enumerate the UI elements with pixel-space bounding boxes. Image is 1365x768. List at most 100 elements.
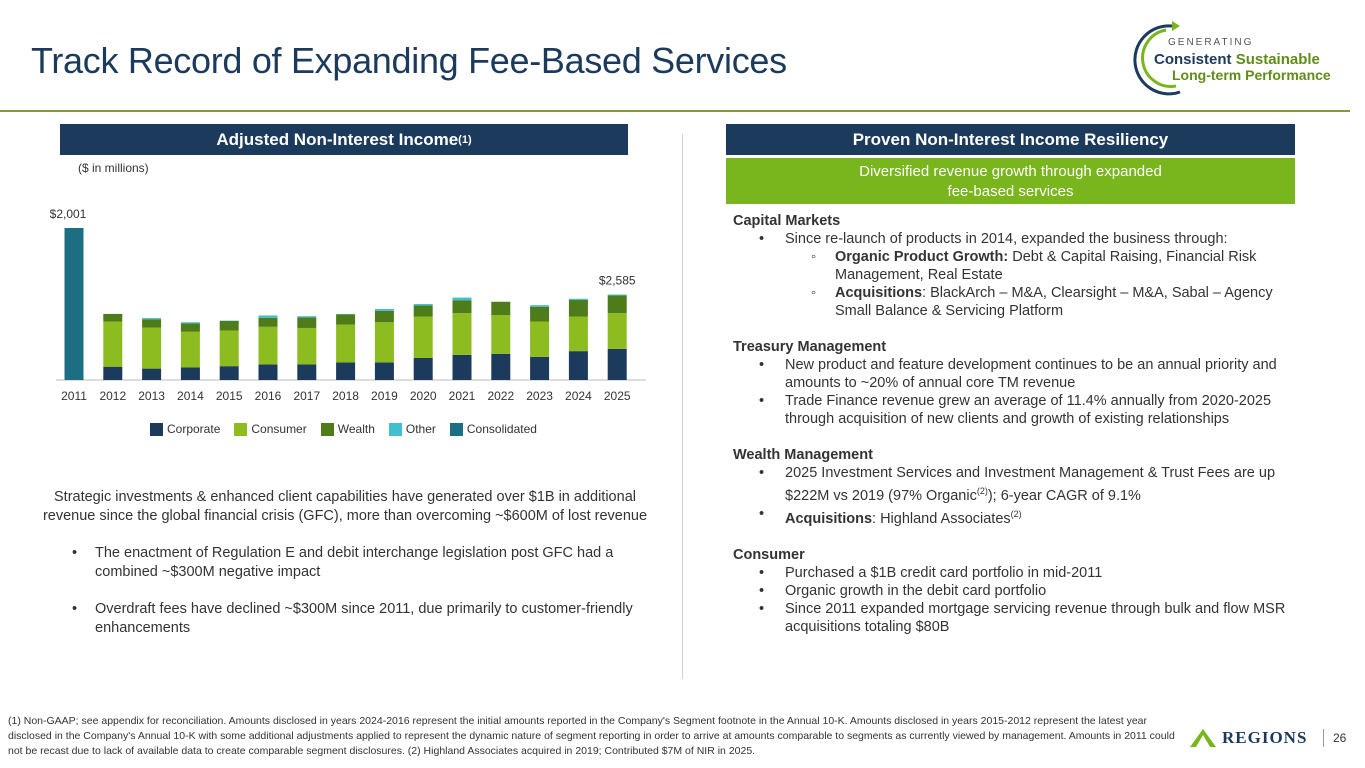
bar-corporate-2024 bbox=[568, 351, 588, 380]
legend-item-wealth: Wealth bbox=[320, 422, 375, 436]
bar-corporate-2018 bbox=[336, 362, 356, 380]
regions-logo: REGIONS bbox=[1190, 728, 1325, 748]
x-tick-label: 2012 bbox=[99, 389, 126, 403]
bar-consolidated-2011 bbox=[64, 228, 84, 380]
logo-line2: Long-term Performance bbox=[1172, 67, 1331, 83]
bar-other-2025 bbox=[607, 294, 627, 296]
legend-label: Consolidated bbox=[466, 422, 537, 436]
right-banner: Proven Non-Interest Income Resiliency bbox=[726, 124, 1295, 155]
x-tick-label: 2023 bbox=[526, 389, 553, 403]
bar-wealth-2018 bbox=[336, 314, 356, 325]
legend-label: Consumer bbox=[251, 422, 307, 436]
x-tick-label: 2011 bbox=[61, 389, 87, 403]
logo-line1: Consistent Sustainable bbox=[1154, 51, 1320, 68]
bar-corporate-2016 bbox=[258, 364, 278, 380]
legend-label: Other bbox=[405, 422, 436, 436]
bar-other-2019 bbox=[374, 308, 394, 311]
bar-wealth-2023 bbox=[530, 306, 550, 322]
bar-wealth-2013 bbox=[142, 319, 162, 328]
stacked-bar-chart: 2011 $2,001 2012 2013 2014 2015 2016 2017 2018 20… bbox=[50, 207, 646, 403]
x-tick-label: 2024 bbox=[565, 389, 592, 403]
consumer-section: Consumer Purchased a $1B credit card por… bbox=[733, 546, 1293, 636]
bar-other-2014 bbox=[180, 322, 200, 324]
triangle-logo-icon bbox=[1190, 729, 1216, 747]
bar-consumer-2014 bbox=[180, 331, 200, 368]
legend-item-corporate: Corporate bbox=[150, 422, 220, 436]
footnote: (1) Non-GAAP; see appendix for reconcili… bbox=[8, 715, 1175, 757]
bar-consumer-2025 bbox=[607, 313, 627, 349]
bar-consumer-2017 bbox=[297, 327, 317, 365]
data-label: $2,585 bbox=[599, 274, 636, 288]
legend-swatch bbox=[320, 422, 334, 436]
bar-other-2017 bbox=[297, 316, 317, 318]
left-paragraph: Strategic investments & enhanced client … bbox=[42, 489, 648, 524]
bar-other-2023 bbox=[530, 305, 550, 307]
left-bullet: Overdraft fees have declined ~$300M sinc… bbox=[40, 600, 650, 638]
bar-consumer-2020 bbox=[413, 316, 433, 358]
x-tick-label: 2015 bbox=[216, 389, 243, 403]
x-tick-label: 2022 bbox=[487, 389, 514, 403]
circular-arrow-icon bbox=[1133, 21, 1181, 96]
bar-consumer-2016 bbox=[258, 326, 278, 365]
bar-wealth-2015 bbox=[219, 320, 239, 331]
bar-other-2024 bbox=[568, 298, 588, 300]
bar-consumer-2021 bbox=[452, 313, 472, 355]
right-commentary: Capital Markets Since re-launch of produ… bbox=[733, 212, 1293, 654]
title-divider bbox=[0, 110, 1350, 112]
bar-corporate-2022 bbox=[491, 353, 511, 380]
bar-corporate-2021 bbox=[452, 354, 472, 380]
x-tick-label: 2021 bbox=[449, 389, 476, 403]
data-label: $2,001 bbox=[50, 207, 87, 221]
bar-corporate-2012 bbox=[103, 366, 123, 380]
bar-corporate-2017 bbox=[297, 364, 317, 380]
chart-units: ($ in millions) bbox=[78, 161, 149, 175]
bar-wealth-2017 bbox=[297, 317, 317, 328]
sub-banner: Diversified revenue growth through expan… bbox=[726, 158, 1295, 204]
bar-consumer-2013 bbox=[142, 327, 162, 369]
legend-swatch bbox=[388, 422, 402, 436]
page-number: 26 bbox=[1333, 731, 1347, 745]
treasury-section: Treasury Management New product and feat… bbox=[733, 338, 1293, 428]
bar-consumer-2019 bbox=[374, 322, 394, 363]
bar-other-2020 bbox=[413, 304, 433, 306]
bar-consumer-2023 bbox=[530, 321, 550, 357]
bar-corporate-2025 bbox=[607, 348, 627, 380]
left-banner: Adjusted Non-Interest Income (1) bbox=[60, 124, 628, 155]
x-tick-label: 2013 bbox=[138, 389, 165, 403]
bar-corporate-2019 bbox=[374, 362, 394, 380]
legend-item-consolidated: Consolidated bbox=[449, 422, 537, 436]
bar-wealth-2020 bbox=[413, 305, 433, 317]
legend-label: Wealth bbox=[337, 422, 375, 436]
left-commentary: Strategic investments & enhanced client … bbox=[40, 488, 650, 656]
legend-swatch bbox=[234, 422, 248, 436]
x-tick-label: 2017 bbox=[293, 389, 320, 403]
legend-item-consumer: Consumer bbox=[234, 422, 307, 436]
bar-wealth-2019 bbox=[374, 310, 394, 323]
bar-consumer-2018 bbox=[336, 324, 356, 363]
x-tick-label: 2014 bbox=[177, 389, 204, 403]
left-bullet: The enactment of Regulation E and debit … bbox=[40, 544, 650, 582]
bar-wealth-2012 bbox=[103, 313, 123, 322]
chart-legend: Corporate Consumer Wealth Other Consolidated bbox=[150, 422, 537, 436]
legend-item-other: Other bbox=[388, 422, 436, 436]
bar-wealth-2021 bbox=[452, 300, 472, 314]
bar-other-2013 bbox=[142, 318, 162, 320]
bar-other-2021 bbox=[452, 297, 472, 301]
bar-corporate-2020 bbox=[413, 357, 433, 380]
legend-label: Corporate bbox=[167, 422, 221, 436]
bar-corporate-2023 bbox=[530, 356, 550, 380]
bar-wealth-2025 bbox=[607, 295, 627, 314]
capital-markets-section: Capital Markets Since re-launch of produ… bbox=[733, 212, 1293, 320]
legend-swatch bbox=[449, 422, 463, 436]
bar-corporate-2015 bbox=[219, 366, 239, 380]
legend-swatch bbox=[150, 422, 163, 436]
bar-consumer-2024 bbox=[568, 316, 588, 352]
bar-corporate-2014 bbox=[180, 367, 200, 380]
bar-consumer-2015 bbox=[219, 330, 239, 367]
generating-logo: GENERATING Consistent Sustainable Long-t… bbox=[1132, 20, 1347, 100]
bar-consumer-2022 bbox=[491, 315, 511, 354]
bar-corporate-2013 bbox=[142, 368, 162, 380]
bar-consumer-2012 bbox=[103, 321, 123, 367]
page-title: Track Record of Expanding Fee-Based Serv… bbox=[31, 40, 787, 81]
bar-wealth-2016 bbox=[258, 317, 278, 327]
